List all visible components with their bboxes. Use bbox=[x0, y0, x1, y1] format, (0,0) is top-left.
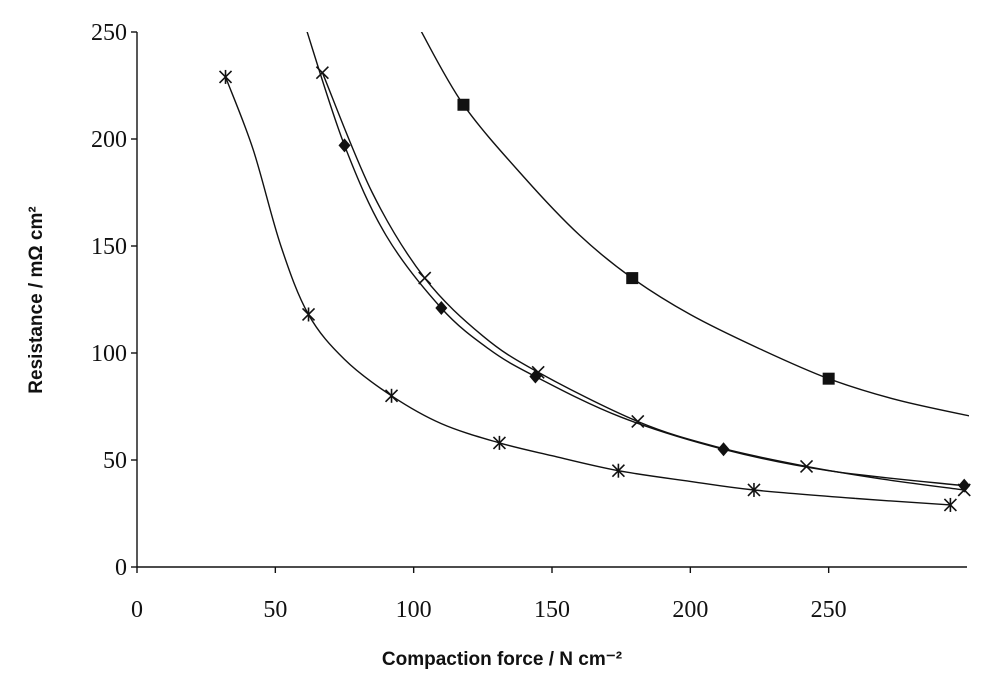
series-4-line bbox=[224, 76, 951, 506]
series-2-point bbox=[338, 138, 351, 153]
x-tick-label: 250 bbox=[811, 597, 847, 623]
x-tick-label: 200 bbox=[672, 597, 708, 623]
series-2-point bbox=[717, 442, 730, 457]
x-tick-label: 0 bbox=[131, 597, 143, 623]
tick-group: 0 50 100 150 200 250 0 50 100 150 200 250 bbox=[91, 20, 847, 623]
y-tick-label: 200 bbox=[91, 127, 127, 153]
y-tick-label: 0 bbox=[115, 555, 127, 581]
series-4-point bbox=[301, 307, 316, 322]
y-tick-label: 100 bbox=[91, 341, 127, 367]
series-3-point bbox=[799, 459, 814, 473]
series-4-point bbox=[384, 388, 399, 403]
series-4-point bbox=[492, 435, 506, 450]
y-tick-label: 250 bbox=[91, 20, 127, 46]
x-tick-label: 150 bbox=[534, 597, 570, 623]
x-tick-label: 50 bbox=[263, 597, 287, 623]
y-tick-label: 150 bbox=[91, 234, 127, 260]
series-3-point bbox=[531, 365, 545, 379]
x-axis-title: Compaction force / N cm⁻² bbox=[382, 649, 622, 670]
series-1-line bbox=[420, 32, 969, 417]
series-3-point bbox=[418, 271, 432, 285]
series-1-point bbox=[626, 272, 639, 285]
series-3-point bbox=[631, 414, 645, 429]
series-4-point bbox=[218, 69, 233, 84]
series-3-point bbox=[315, 66, 329, 80]
series-2-line bbox=[306, 32, 965, 487]
series-2-point bbox=[958, 478, 971, 493]
axes bbox=[136, 32, 967, 568]
series-4-point bbox=[747, 482, 761, 497]
series-2-point bbox=[435, 301, 448, 316]
series-3-line bbox=[321, 72, 965, 491]
series-1-point bbox=[457, 98, 470, 111]
series-4-point bbox=[943, 497, 957, 512]
x-tick-label: 100 bbox=[396, 597, 432, 623]
y-tick-label: 50 bbox=[103, 448, 127, 474]
series-3-point bbox=[957, 483, 971, 497]
markers bbox=[218, 66, 971, 512]
series-1-point bbox=[822, 372, 835, 385]
series-4-point bbox=[611, 463, 625, 478]
y-axis-title: Resistance / mΩ cm² bbox=[26, 206, 47, 393]
curves bbox=[224, 32, 969, 506]
